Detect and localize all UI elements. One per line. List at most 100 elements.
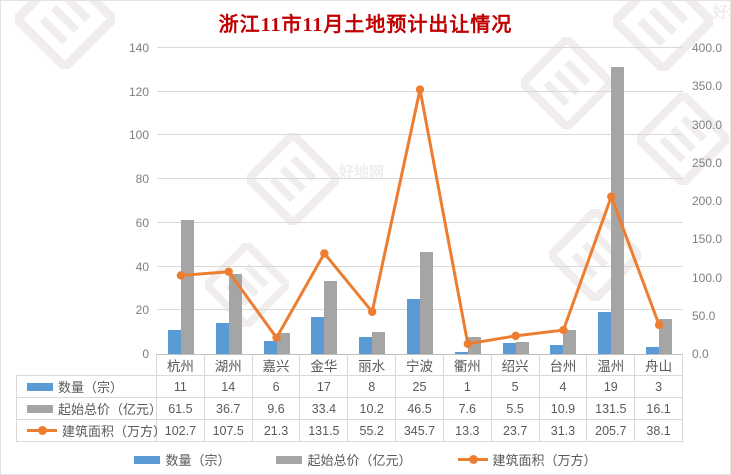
bar-quantity-湖州 bbox=[215, 323, 229, 354]
table-cell-杭州: 102.7 bbox=[157, 420, 205, 442]
bar-price-舟山 bbox=[659, 318, 673, 354]
bar-price-金华 bbox=[324, 281, 338, 354]
table-city-header: 台州 bbox=[539, 354, 588, 376]
series-label: 建筑面积（万方） bbox=[62, 424, 167, 439]
table-city-header: 湖州 bbox=[204, 354, 253, 376]
gridline bbox=[157, 47, 683, 48]
bar-quantity-宁波 bbox=[407, 299, 420, 354]
line-series-area bbox=[176, 85, 664, 349]
line-marker-金华 bbox=[320, 249, 329, 258]
right-axis-tick-label: 150.0 bbox=[692, 232, 723, 247]
bar-price-杭州 bbox=[180, 219, 194, 354]
table-cell-丽水: 10.2 bbox=[348, 398, 397, 420]
line-series-path bbox=[180, 88, 661, 346]
right-axis-tick-label: 200.0 bbox=[692, 194, 723, 208]
table-cell-金华: 17 bbox=[300, 376, 349, 398]
right-axis-tick-label: 0.0 bbox=[692, 347, 709, 361]
bar-quantity-舟山 bbox=[646, 347, 660, 354]
legend-bar-swatch-icon bbox=[276, 455, 303, 464]
table-city-header: 舟山 bbox=[635, 354, 683, 376]
line-marker-台州 bbox=[559, 325, 568, 335]
line-marker-杭州 bbox=[176, 271, 186, 280]
series-label: 数量（宗） bbox=[58, 380, 124, 395]
table-cell-台州: 10.9 bbox=[539, 398, 588, 420]
legend-item: 建筑面积（万方） bbox=[457, 450, 597, 469]
table-cell-台州: 31.3 bbox=[539, 420, 588, 442]
table-row-header: 建筑面积（万方） bbox=[16, 420, 166, 442]
left-axis-tick-label: 40 bbox=[135, 259, 149, 274]
table-cell-宁波: 25 bbox=[396, 376, 444, 398]
right-axis-tick-label: 350.0 bbox=[692, 79, 723, 94]
legend-item: 数量（宗） bbox=[134, 450, 230, 469]
legend-key-bar-icon bbox=[27, 382, 53, 391]
table-city-header: 丽水 bbox=[348, 354, 397, 376]
left-axis-tick-label: 0 bbox=[142, 347, 149, 361]
bar-price-丽水 bbox=[372, 331, 386, 354]
line-marker-衢州 bbox=[463, 339, 473, 349]
table-cell-宁波: 345.7 bbox=[396, 420, 444, 442]
table-city-header: 金华 bbox=[300, 354, 349, 376]
table-cell-嘉兴: 9.6 bbox=[252, 398, 301, 420]
plot-area bbox=[157, 47, 683, 354]
table-city-header: 温州 bbox=[587, 354, 636, 376]
table-cell-金华: 131.5 bbox=[300, 420, 349, 442]
table-city-header: 绍兴 bbox=[491, 354, 540, 376]
table-cell-杭州: 61.5 bbox=[157, 398, 205, 420]
left-axis-tick-label: 60 bbox=[135, 215, 149, 230]
table-cell-湖州: 14 bbox=[204, 376, 253, 398]
line-marker-丽水 bbox=[367, 307, 377, 316]
table-cell-温州: 19 bbox=[587, 376, 636, 398]
line-marker-绍兴 bbox=[511, 331, 520, 341]
left-axis-tick-label: 140 bbox=[128, 41, 149, 55]
gridline bbox=[157, 221, 683, 223]
table-cell-衢州: 7.6 bbox=[443, 398, 492, 420]
legend-bar-swatch-icon bbox=[134, 455, 161, 464]
bar-quantity-温州 bbox=[598, 312, 612, 354]
bar-price-台州 bbox=[563, 330, 577, 354]
table-cell-湖州: 107.5 bbox=[204, 420, 253, 442]
table-row-header: 数量（宗） bbox=[16, 376, 157, 398]
legend-line-swatch-icon bbox=[457, 455, 488, 464]
table-cell-温州: 205.7 bbox=[587, 420, 636, 442]
table-row-header: 起始总价（亿元） bbox=[16, 398, 162, 420]
right-axis-tick-label: 100.0 bbox=[692, 270, 723, 285]
data-table: 杭州 湖州 嘉兴 金华 丽水 宁波 衢州 绍兴 台州 温州 舟山 数量（宗） 11 14 6 17 8 25 1 5 4… bbox=[16, 354, 683, 442]
legend-item: 起始总价（亿元） bbox=[276, 450, 412, 469]
left-axis-tick-label: 120 bbox=[128, 84, 149, 99]
table-cell-杭州: 11 bbox=[157, 376, 205, 398]
line-marker-温州 bbox=[607, 192, 616, 201]
bar-quantity-金华 bbox=[311, 316, 325, 354]
table-cell-丽水: 55.2 bbox=[348, 420, 397, 442]
legend: 数量（宗） 起始总价（亿元） 建筑面积（万方） bbox=[1, 450, 730, 469]
table-cell-舟山: 38.1 bbox=[635, 420, 683, 442]
legend-key-bar-icon bbox=[27, 404, 53, 413]
table-cell-衢州: 13.3 bbox=[443, 420, 492, 442]
table-city-header: 衢州 bbox=[443, 354, 492, 376]
legend-label: 建筑面积（万方） bbox=[492, 453, 597, 468]
left-axis-tick-label: 80 bbox=[135, 172, 149, 187]
bar-quantity-台州 bbox=[550, 345, 564, 354]
table-cell-绍兴: 5.5 bbox=[491, 398, 540, 420]
gridline bbox=[157, 134, 683, 136]
bar-price-湖州 bbox=[228, 273, 242, 354]
legend-key-line-icon bbox=[27, 426, 57, 435]
right-axis-tick-label: 300.0 bbox=[692, 117, 723, 132]
table-cell-台州: 4 bbox=[539, 376, 588, 398]
table-city-header: 宁波 bbox=[396, 354, 444, 376]
bar-price-宁波 bbox=[420, 252, 433, 354]
right-axis-tick-label: 50.0 bbox=[692, 308, 716, 323]
line-marker-舟山 bbox=[654, 320, 664, 330]
left-axis-tick-label: 100 bbox=[128, 128, 149, 143]
series-label: 起始总价（亿元） bbox=[58, 402, 163, 417]
bar-price-绍兴 bbox=[515, 341, 529, 354]
table-cell-金华: 33.4 bbox=[300, 398, 349, 420]
table-cell-绍兴: 5 bbox=[491, 376, 540, 398]
bar-quantity-杭州 bbox=[167, 329, 181, 354]
line-marker-嘉兴 bbox=[272, 333, 281, 342]
table-cell-舟山: 3 bbox=[635, 376, 683, 398]
bar-quantity-嘉兴 bbox=[263, 340, 277, 354]
table-cell-嘉兴: 21.3 bbox=[252, 420, 301, 442]
table-cell-宁波: 46.5 bbox=[396, 398, 444, 420]
line-marker-宁波 bbox=[415, 85, 425, 94]
